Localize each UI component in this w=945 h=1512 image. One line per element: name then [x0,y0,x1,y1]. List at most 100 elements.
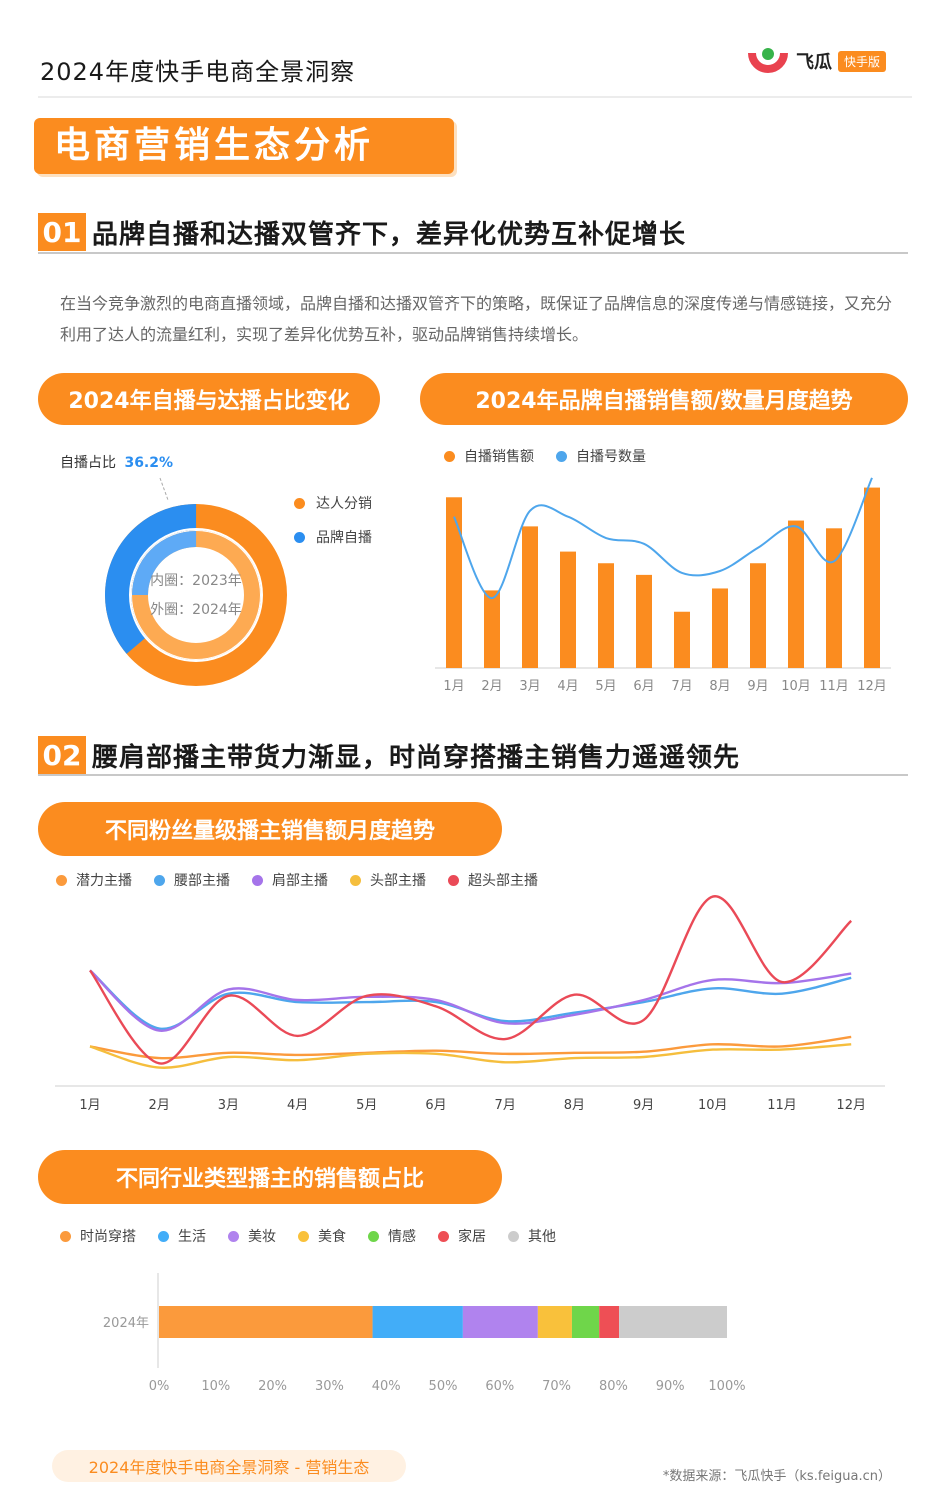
bar-chart-x-tick: 7月 [671,679,692,694]
stack-legend-label: 生活 [178,1229,206,1245]
stack-chart-x-tick: 90% [656,1379,685,1394]
line-legend-item: 肩部主播 [252,870,328,890]
legend-dot-icon [228,1230,239,1242]
bar-chart-x-tick: 9月 [747,679,768,694]
legend-dot-icon [448,874,459,886]
sales-bar [712,588,728,668]
line-chart-x-tick: 6月 [425,1098,446,1113]
legend-dot-icon [368,1230,379,1242]
line-chart-x-tick: 12月 [836,1098,866,1113]
legend-dot-icon [444,450,455,462]
sales-bar [560,551,576,668]
sales-bar [788,520,804,668]
donut-inner-label: 内圈：2023年 [150,573,242,589]
bar-legend-item: 自播号数量 [556,446,646,466]
fan-level-series-line [89,969,852,1032]
logo-text: 飞瓜 [796,52,832,73]
stack-legend-label: 情感 [388,1229,416,1245]
section-2-number: 02 [38,736,86,774]
line-chart-x-tick: 1月 [79,1098,100,1113]
line-legend-item: 头部主播 [350,870,426,890]
donut-legend-item: 品牌自播 [294,520,372,554]
bar-chart-x-tick: 1月 [443,679,464,694]
stack-chart-x-tick: 60% [485,1379,514,1394]
industry-share-segment [462,1306,538,1338]
stack-legend-item: 其他 [508,1226,556,1246]
donut-legend-label: 品牌自播 [316,530,372,546]
donut-chart: 内圈：2023年 外圈：2024年 [105,477,287,686]
bar-chart-x-tick: 12月 [857,679,887,694]
line-legend-label: 头部主播 [370,873,426,889]
page-banner: 电商营销生态分析 [34,118,454,174]
industry-share-segment [619,1306,727,1338]
sales-bar [750,563,766,668]
stack-legend-item: 生活 [158,1226,206,1246]
logo-badge: 快手版 [838,50,887,72]
stack-chart-x-tick: 80% [599,1379,628,1394]
feigua-logo-icon [748,48,788,73]
stack-legend-label: 美食 [318,1229,346,1245]
data-source-note: *数据来源：飞瓜快手（ks.feigua.cn） [662,1469,891,1484]
line-legend-item: 超头部主播 [448,870,538,890]
bar-legend-label: 自播号数量 [576,449,646,465]
stack-chart-y-tick: 2024年 [103,1316,149,1331]
line-chart-x-tick: 8月 [564,1098,585,1113]
bar-chart-x-tick: 8月 [709,679,730,694]
line-chart-x-tick: 9月 [633,1098,654,1113]
legend-dot-icon [294,531,305,543]
bar-chart-x-tick: 5月 [595,679,616,694]
account-count-line [453,477,873,600]
bar-chart-legend: 自播销售额 自播号数量 [444,446,668,466]
legend-dot-icon [252,874,263,886]
fan-level-line-chart: 1月 2月 3月 4月 5月 6月 7月 8月 9月 10月 11月 12月 [55,895,885,1113]
stack-chart-x-tick: 20% [258,1379,287,1394]
bar-chart-title: 2024年品牌自播销售额/数量月度趋势 [420,373,908,425]
industry-share-segment [537,1306,572,1338]
stack-chart-legend: 时尚穿搭 生活 美妆 美食 情感 家居 其他 [60,1226,578,1246]
stack-legend-label: 美妆 [248,1229,276,1245]
bar-chart-x-tick: 3月 [519,679,540,694]
sales-bar [864,487,880,668]
stack-chart-x-tick: 70% [542,1379,571,1394]
legend-dot-icon [438,1230,449,1242]
legend-dot-icon [350,874,361,886]
industry-stacked-bar-chart: 2024年 0% 10% 20% 30% 40% 50% 60% 70% 80% 90% 100% [103,1273,746,1394]
line-legend-item: 腰部主播 [154,870,230,890]
section-1-divider [38,252,908,254]
stack-chart-x-tick: 40% [372,1379,401,1394]
sales-bar [522,526,538,668]
legend-dot-icon [294,497,305,509]
line-legend-label: 潜力主播 [76,873,132,889]
sales-bar [826,528,842,668]
industry-share-segment [571,1306,600,1338]
sales-bar [674,611,690,668]
bar-chart-x-tick: 6月 [633,679,654,694]
line-chart-legend: 潜力主播 腰部主播 肩部主播 头部主播 超头部主播 [56,870,560,890]
section-1-title: 品牌自播和达播双管齐下，差异化优势互补促增长 [92,219,687,250]
fan-level-series-line [89,1043,852,1069]
bar-chart-x-tick: 10月 [781,679,811,694]
header-title: 2024年度快手电商全景洞察 [40,58,356,86]
footer-label: 2024年度快手电商全景洞察 - 营销生态 [52,1450,406,1482]
stack-legend-label: 家居 [458,1229,486,1245]
line-legend-label: 超头部主播 [468,873,538,889]
fan-level-series-line [89,1035,852,1060]
section-2-title: 腰肩部播主带货力渐显，时尚穿搭播主销售力遥遥领先 [92,742,741,773]
donut-legend-label: 达人分销 [316,496,372,512]
line-chart-x-tick: 11月 [767,1098,797,1113]
donut-callout: 自播占比 36.2% [60,452,173,472]
donut-outer-label: 外圈：2024年 [150,602,242,618]
line-legend-label: 腰部主播 [174,873,230,889]
industry-share-segment [159,1306,373,1338]
logo: 飞瓜 快手版 [748,45,887,77]
stack-chart-x-tick: 50% [429,1379,458,1394]
bar-chart-x-tick: 11月 [819,679,849,694]
legend-dot-icon [556,450,567,462]
legend-dot-icon [298,1230,309,1242]
legend-dot-icon [158,1230,169,1242]
legend-dot-icon [508,1230,519,1242]
bar-chart-x-tick: 4月 [557,679,578,694]
section-1-heading: 01 品牌自播和达播双管齐下，差异化优势互补促增长 [38,212,686,252]
stack-legend-label: 其他 [528,1229,556,1245]
sales-bar [598,563,614,668]
